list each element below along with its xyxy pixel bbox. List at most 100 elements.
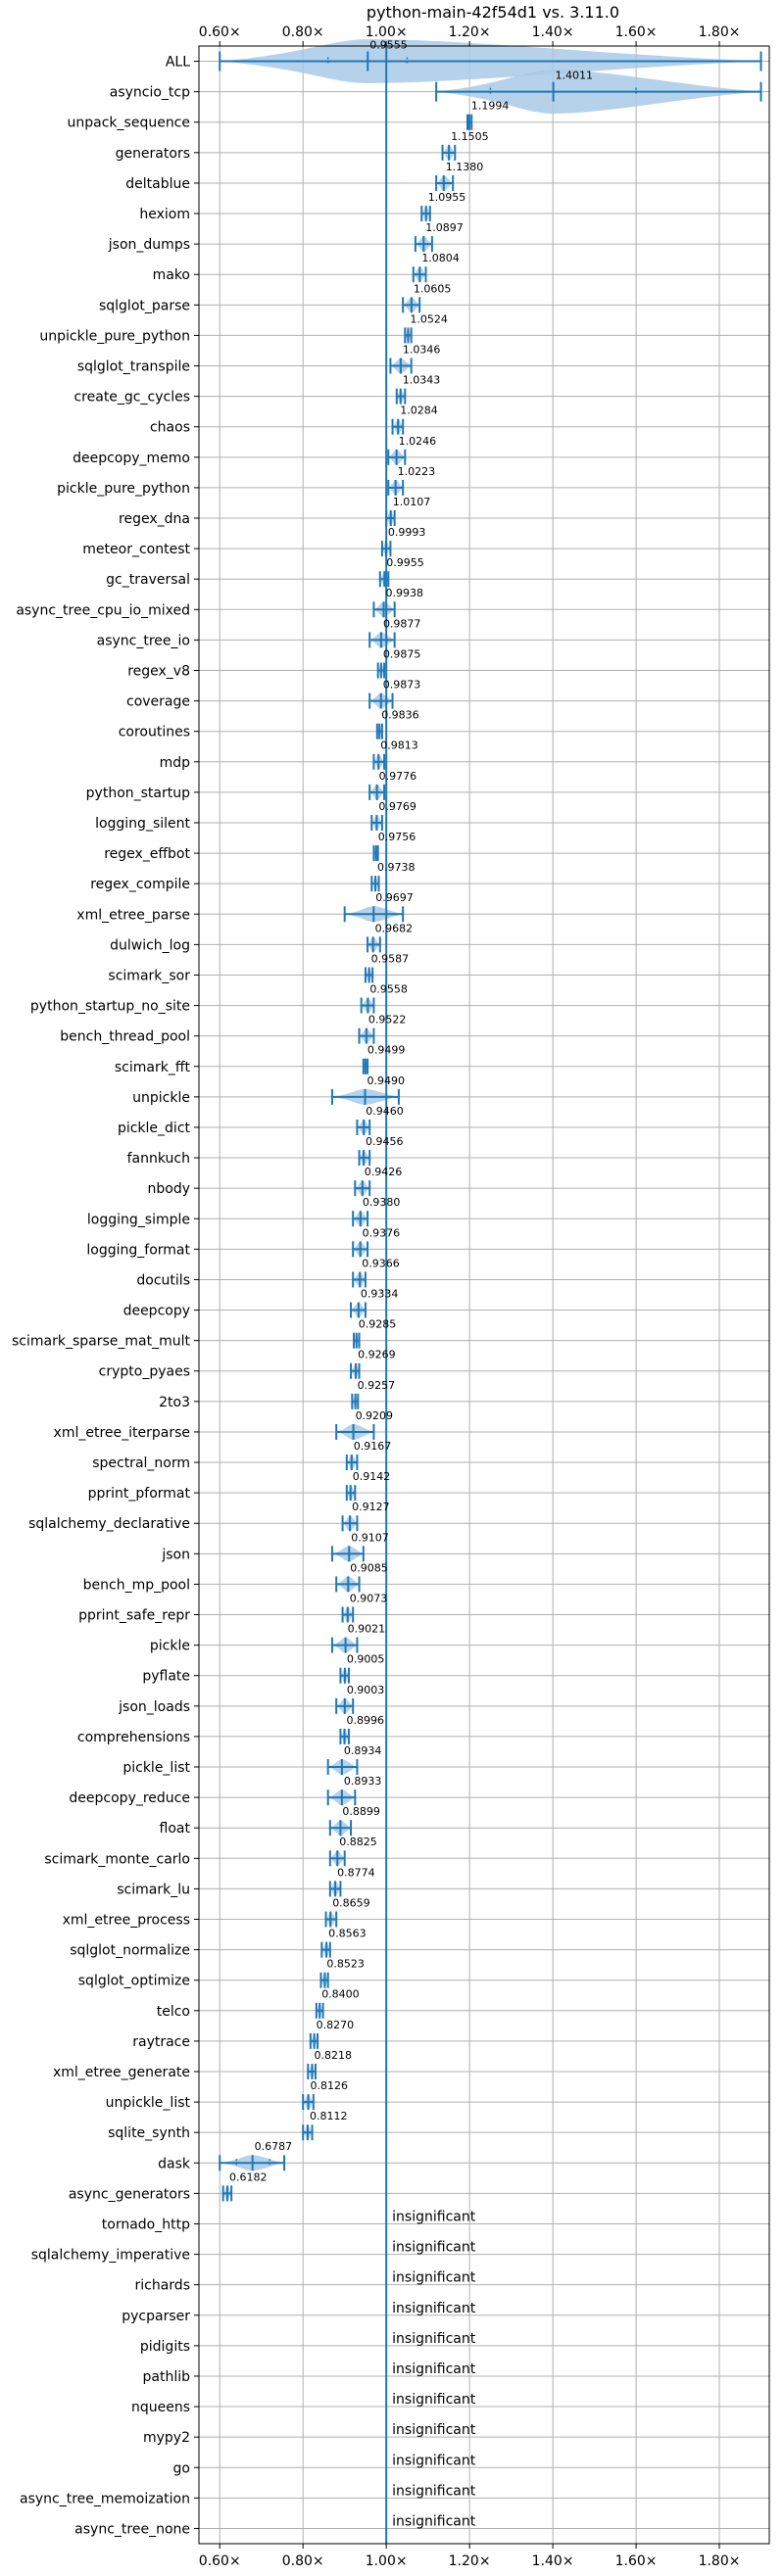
value-label: 0.9334 <box>361 1287 399 1300</box>
insignificant-label: insignificant <box>392 2240 476 2256</box>
category-label: bench_mp_pool <box>83 1577 190 1593</box>
category-label: scimark_sor <box>108 968 190 983</box>
category-label: sqlite_synth <box>108 2125 190 2141</box>
category-label: xml_etree_parse <box>76 907 190 923</box>
value-label: 0.9257 <box>358 1379 396 1392</box>
plot-frame <box>198 45 770 2545</box>
category-label: spectral_norm <box>92 1455 190 1471</box>
value-label: 1.0107 <box>393 496 431 508</box>
value-label: 0.9490 <box>368 1074 406 1087</box>
category-label: regex_effbot <box>104 846 190 862</box>
category-label: create_gc_cycles <box>74 390 190 405</box>
category-label: pickle_list <box>122 1760 190 1776</box>
x-tick-label-bottom: 1.60× <box>615 2553 658 2569</box>
category-label: xml_etree_process <box>63 1913 190 1929</box>
value-label: 0.9380 <box>363 1196 401 1209</box>
value-label: 1.0804 <box>421 252 460 264</box>
category-label: go <box>173 2460 190 2476</box>
category-label: comprehensions <box>77 1730 190 1745</box>
category-label: sqlglot_parse <box>99 298 190 313</box>
value-label: 0.9877 <box>383 617 421 630</box>
insignificant-label: insignificant <box>392 2361 476 2377</box>
value-label: 0.9522 <box>368 1014 407 1026</box>
category-label: xml_etree_generate <box>53 2065 190 2080</box>
category-label: json_loads <box>118 1699 190 1715</box>
category-label: async_generators <box>69 2186 190 2202</box>
value-label: 1.0955 <box>428 191 466 204</box>
x-tick-label-top: 1.80× <box>699 24 741 40</box>
category-label: telco <box>157 2004 190 2020</box>
category-label: unpickle_list <box>106 2095 191 2111</box>
category-label: gc_traversal <box>106 572 190 588</box>
x-tick-label-top: 1.20× <box>449 24 491 40</box>
category-label: ALL <box>166 55 190 71</box>
insignificant-label: insignificant <box>392 2331 476 2347</box>
category-label: meteor_contest <box>82 542 190 557</box>
category-label: logging_silent <box>95 816 190 832</box>
value-label: 0.8899 <box>342 1805 380 1818</box>
category-label: dask <box>158 2156 191 2171</box>
value-label: 1.0246 <box>399 435 437 448</box>
category-label: pidigits <box>140 2339 190 2355</box>
category-label: hexiom <box>139 207 190 222</box>
category-label: pickle_pure_python <box>57 481 190 497</box>
value-label: 0.9697 <box>375 891 414 904</box>
value-label: 0.9142 <box>353 1470 391 1483</box>
category-label: pprint_safe_repr <box>78 1608 190 1624</box>
category-label: bench_thread_pool <box>60 1029 190 1045</box>
category-label: python_startup_no_site <box>30 999 190 1015</box>
insignificant-label: insignificant <box>392 2483 476 2499</box>
value-label: 0.9993 <box>388 526 426 539</box>
value-label: 1.1994 <box>471 100 509 113</box>
value-label: 0.9499 <box>368 1044 406 1057</box>
x-tick-label-bottom: 1.20× <box>449 2553 491 2569</box>
label-layer: 0.9555 1.4011 1.1994 1.1505 1.1380 1.0955 1.08… <box>229 38 593 2529</box>
value-label: 0.9085 <box>350 1561 388 1574</box>
value-label: 1.0284 <box>400 405 438 417</box>
value-label: 1.0605 <box>414 282 452 295</box>
category-label: 2to3 <box>159 1395 190 1410</box>
value-label: 0.9269 <box>358 1349 396 1361</box>
value-label: 0.8934 <box>344 1744 382 1757</box>
category-label: python_startup <box>86 786 190 801</box>
insignificant-label: insignificant <box>392 2301 476 2316</box>
value-label: 1.0524 <box>410 312 448 325</box>
value-label: 0.6787 <box>255 2140 293 2153</box>
value-label: 1.0343 <box>403 374 441 387</box>
category-label: deepcopy <box>123 1304 190 1319</box>
category-label: richards <box>135 2278 191 2294</box>
x-tick-label-top: 1.00× <box>366 24 408 40</box>
axis-layer: 0.60× 0.60× 0.80× 0.80× 1.00× 1.00× 1.20× 1.20×… <box>12 24 770 2569</box>
category-label: deepcopy_reduce <box>69 1790 190 1806</box>
category-label: xml_etree_iterparse <box>54 1425 190 1441</box>
category-label: async_tree_none <box>74 2521 190 2537</box>
category-label: pyflate <box>142 1669 190 1685</box>
value-label: 0.8933 <box>344 1775 382 1788</box>
category-label: pickle_dict <box>118 1121 191 1136</box>
value-label: 0.9682 <box>375 922 414 934</box>
category-label: mako <box>153 267 190 283</box>
x-tick-label-bottom: 0.60× <box>199 2553 241 2569</box>
value-label: 0.8774 <box>337 1866 375 1879</box>
category-label: generators <box>116 146 190 162</box>
value-label: 0.9003 <box>347 1684 385 1696</box>
category-label: regex_compile <box>90 877 190 892</box>
x-tick-label-bottom: 1.80× <box>699 2553 741 2569</box>
category-label: dulwich_log <box>110 937 190 953</box>
category-label: mdp <box>160 755 191 771</box>
category-label: pathlib <box>143 2369 191 2385</box>
category-label: mypy2 <box>143 2430 190 2446</box>
value-label: 0.8218 <box>314 2049 352 2062</box>
value-label: 0.9456 <box>366 1135 404 1148</box>
x-tick-label-bottom: 1.00× <box>366 2553 408 2569</box>
category-label: raytrace <box>132 2034 190 2050</box>
category-label: pycparser <box>122 2309 190 2324</box>
x-tick-label-top: 0.60× <box>199 24 241 40</box>
category-label: json_dumps <box>108 237 190 253</box>
category-label: regex_dna <box>119 511 190 527</box>
category-label: coverage <box>126 694 190 710</box>
value-label: 0.9587 <box>371 952 410 965</box>
value-label: 0.8563 <box>328 1928 367 1940</box>
category-label: scimark_fft <box>115 1060 191 1075</box>
